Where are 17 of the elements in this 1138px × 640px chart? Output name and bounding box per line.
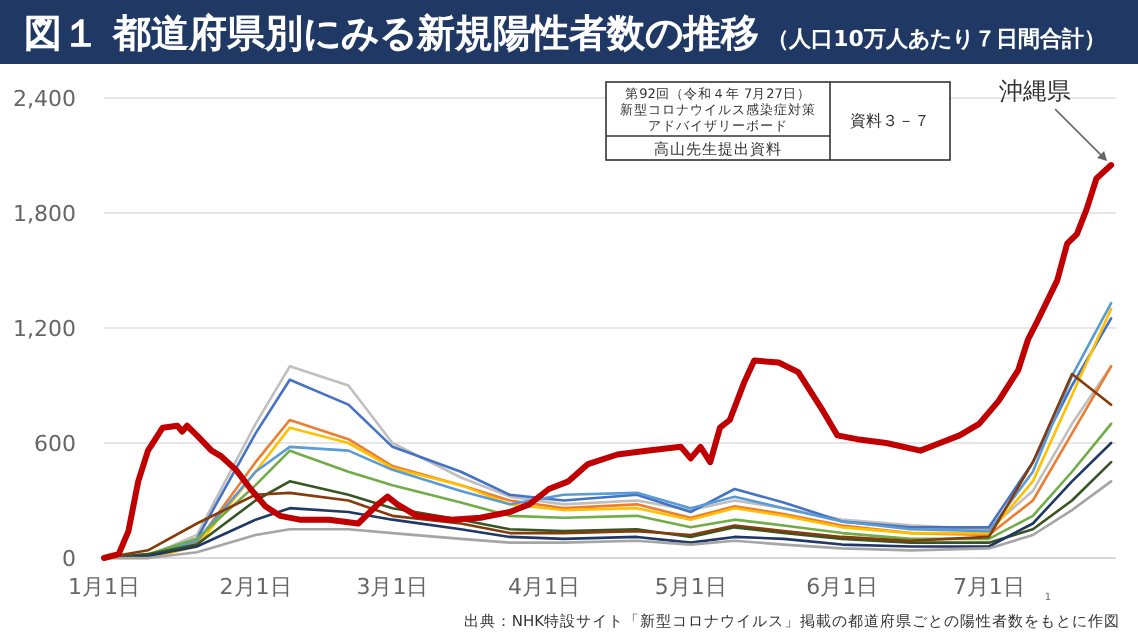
- x-tick-label: 3月1日: [356, 574, 429, 600]
- y-tick-label: 0: [62, 546, 76, 572]
- x-tick-label: 1月1日: [68, 574, 140, 600]
- x-tick-label: 6月1日: [806, 574, 879, 600]
- y-tick-label: 600: [34, 431, 76, 457]
- x-tick-label: 5月1日: [654, 574, 727, 600]
- text: 沖縄県: [999, 77, 1072, 106]
- y-tick-label: 1,200: [13, 316, 76, 342]
- x-tick-label: 2月1日: [219, 574, 292, 600]
- x-tick-label: 4月1日: [508, 574, 580, 600]
- annotation: 資料３－７: [850, 112, 930, 130]
- y-tick-label: 1,800: [13, 201, 76, 227]
- x-tick-label: 7月1日: [952, 574, 1025, 600]
- y-tick-label: 2,400: [13, 86, 76, 112]
- chart-title: 図１ 都道府県別にみる新規陽性者数の推移: [24, 12, 760, 56]
- chart-subtitle: （人口10万人あたり７日間合計）: [767, 26, 1106, 52]
- line-series: [101, 162, 1115, 561]
